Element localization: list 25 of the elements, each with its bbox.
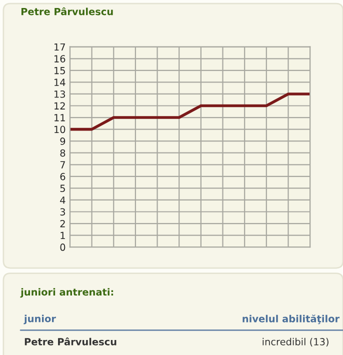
text: junior <box>24 314 56 324</box>
y-tick-label: 1 <box>60 232 65 239</box>
text: Petre Pârvulescu <box>24 337 116 346</box>
chart-title: Petre Pârvulescu <box>21 7 113 16</box>
y-tick-label: 9 <box>60 138 66 145</box>
text: nivelul abilităţilor <box>242 314 340 324</box>
y-tick-label: 8 <box>60 149 66 157</box>
y-tick-label: 5 <box>60 184 65 192</box>
y-tick-label: 3 <box>60 208 66 216</box>
y-tick-label: 6 <box>60 172 66 180</box>
y-tick-label: 10 <box>54 126 66 134</box>
line-series <box>70 92 310 131</box>
y-tick-label: 2 <box>60 220 65 228</box>
text: incredibil (13) <box>262 338 328 347</box>
y-tick-label: 4 <box>60 196 66 204</box>
y-tick-label: 13 <box>54 90 66 98</box>
y-tick-label: 0 <box>60 244 66 251</box>
y-tick-label: 15 <box>54 67 65 74</box>
y-tick-label: 7 <box>60 161 65 168</box>
y-tick-label: 11 <box>54 114 65 122</box>
y-tick-label: 14 <box>54 78 66 86</box>
y-tick-label: 12 <box>54 102 65 110</box>
y-tick-label: 17 <box>54 43 65 51</box>
text: juniori antrenati: <box>20 288 114 298</box>
y-tick-label: 16 <box>54 55 66 62</box>
